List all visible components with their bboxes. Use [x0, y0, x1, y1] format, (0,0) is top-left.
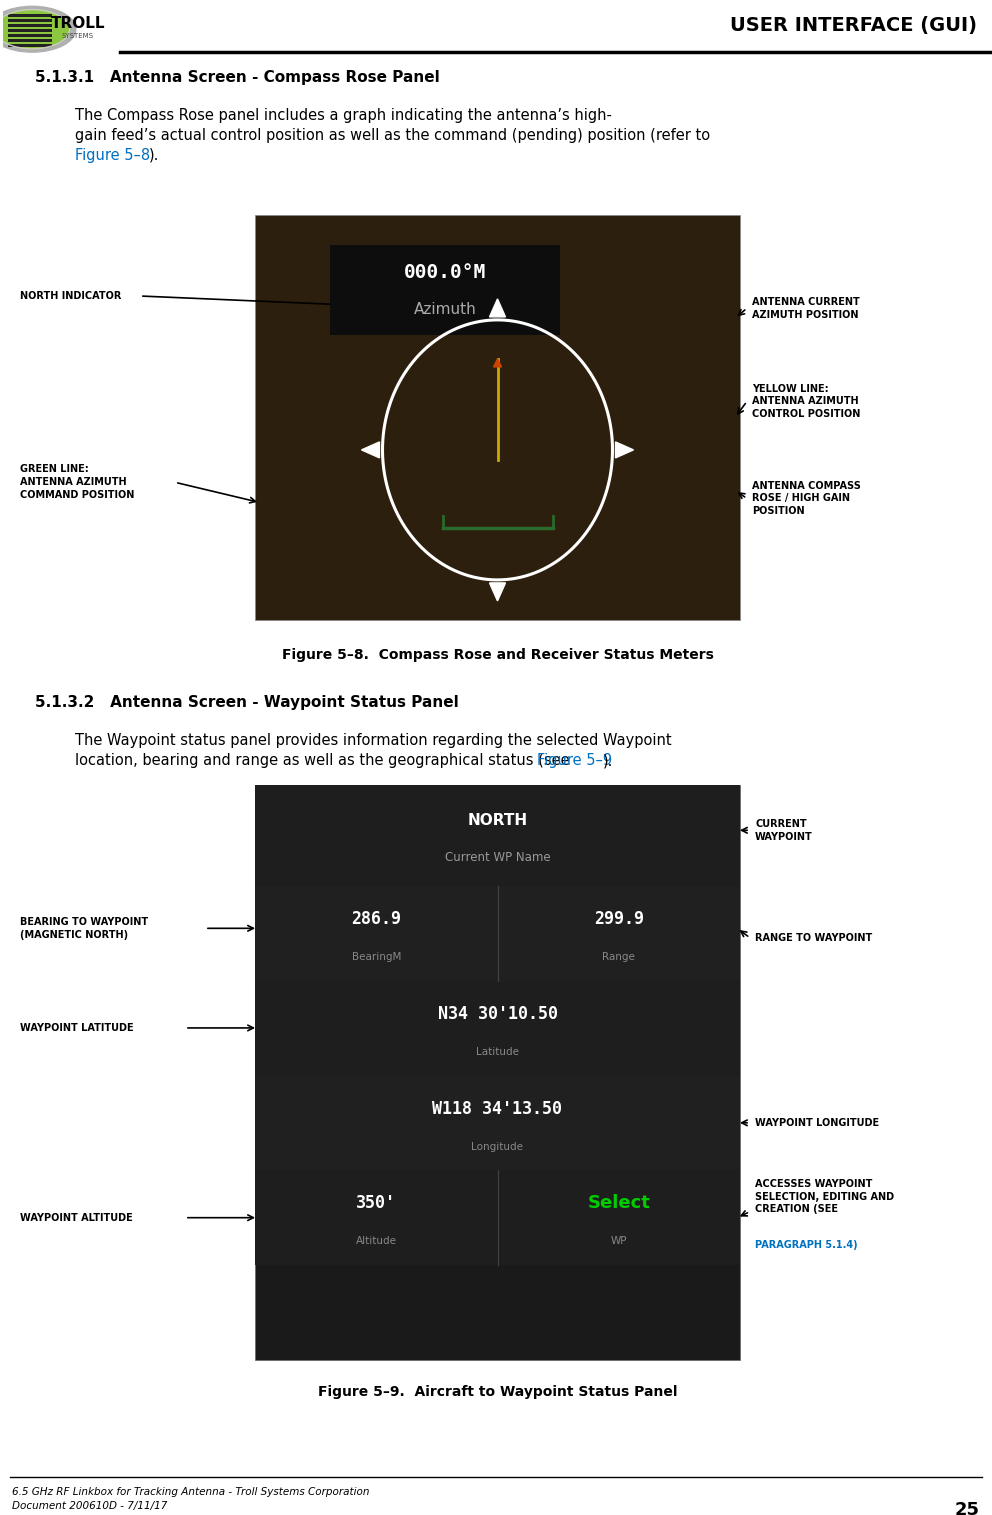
Bar [255, 785, 740, 886]
Bar [8, 44, 52, 47]
Text: gain feed’s actual control position as well as the command (pending) position (r: gain feed’s actual control position as w… [75, 127, 710, 142]
Polygon shape [361, 442, 380, 458]
Text: ANTENNA COMPASS
ROSE / HIGH GAIN
POSITION: ANTENNA COMPASS ROSE / HIGH GAIN POSITIO… [752, 480, 861, 517]
Text: Figure 5–8: Figure 5–8 [75, 148, 150, 164]
Bar [8, 15, 52, 17]
Text: 25: 25 [955, 1501, 980, 1515]
Text: PARAGRAPH 5.1.4): PARAGRAPH 5.1.4) [755, 1239, 858, 1250]
Bar [8, 29, 52, 32]
Text: YELLOW LINE:
ANTENNA AZIMUTH
CONTROL POSITION: YELLOW LINE: ANTENNA AZIMUTH CONTROL POS… [752, 383, 860, 420]
Text: BearingM: BearingM [351, 951, 401, 962]
Text: WAYPOINT ALTITUDE: WAYPOINT ALTITUDE [20, 1212, 133, 1223]
Polygon shape [493, 359, 502, 367]
Bar [8, 39, 52, 42]
Text: ).: ). [603, 753, 613, 768]
Text: Select: Select [587, 1194, 650, 1212]
Text: 350': 350' [356, 1194, 396, 1212]
Bar [255, 785, 740, 1360]
Text: The Waypoint status panel provides information regarding the selected Waypoint: The Waypoint status panel provides infor… [75, 733, 672, 748]
Text: 000.0°M: 000.0°M [404, 262, 486, 282]
Text: TROLL: TROLL [51, 17, 105, 32]
Text: BEARING TO WAYPOINT
(MAGNETIC NORTH): BEARING TO WAYPOINT (MAGNETIC NORTH) [20, 917, 148, 939]
Text: Figure 5–8.  Compass Rose and Receiver Status Meters: Figure 5–8. Compass Rose and Receiver St… [282, 648, 713, 662]
Text: 299.9: 299.9 [594, 911, 644, 927]
Text: SYSTEMS: SYSTEMS [62, 33, 94, 39]
Text: WP: WP [610, 1236, 627, 1247]
Text: ACCESSES WAYPOINT
SELECTION, EDITING AND
CREATION (SEE: ACCESSES WAYPOINT SELECTION, EDITING AND… [755, 1179, 894, 1215]
Text: 5.1.3.2   Antenna Screen - Waypoint Status Panel: 5.1.3.2 Antenna Screen - Waypoint Status… [35, 695, 458, 711]
Text: Latitude: Latitude [476, 1047, 519, 1056]
Bar [255, 215, 740, 620]
Text: W118 34'13.50: W118 34'13.50 [433, 1100, 562, 1118]
Text: Figure 5–9: Figure 5–9 [537, 753, 612, 768]
Bar [8, 24, 52, 27]
Text: Azimuth: Azimuth [414, 303, 476, 317]
Text: Range: Range [602, 951, 635, 962]
Text: Altitude: Altitude [356, 1236, 397, 1247]
Text: NORTH: NORTH [467, 812, 528, 827]
Text: GREEN LINE:
ANTENNA AZIMUTH
COMMAND POSITION: GREEN LINE: ANTENNA AZIMUTH COMMAND POSI… [20, 465, 134, 500]
Text: WAYPOINT LATITUDE: WAYPOINT LATITUDE [20, 1023, 134, 1033]
Circle shape [0, 9, 69, 48]
Bar [0, 0, 992, 52]
Text: location, bearing and range as well as the geographical status (see: location, bearing and range as well as t… [75, 753, 574, 768]
Bar [8, 35, 52, 36]
Polygon shape [615, 442, 634, 458]
Bar [255, 980, 740, 1076]
Text: WAYPOINT LONGITUDE: WAYPOINT LONGITUDE [755, 1118, 879, 1127]
Bar [255, 1170, 740, 1265]
Polygon shape [489, 583, 506, 601]
Text: ANTENNA CURRENT
AZIMUTH POSITION: ANTENNA CURRENT AZIMUTH POSITION [752, 297, 860, 320]
Text: N34 30'10.50: N34 30'10.50 [437, 1004, 558, 1023]
Bar [255, 886, 740, 980]
Text: 6.5 GHz RF Linkbox for Tracking Antenna - Troll Systems Corporation: 6.5 GHz RF Linkbox for Tracking Antenna … [12, 1488, 369, 1497]
Bar [8, 20, 52, 23]
Bar [330, 245, 560, 335]
Text: 5.1.3.1   Antenna Screen - Compass Rose Panel: 5.1.3.1 Antenna Screen - Compass Rose Pa… [35, 70, 439, 85]
Text: Document 200610D - 7/11/17: Document 200610D - 7/11/17 [12, 1501, 168, 1510]
Text: USER INTERFACE (GUI): USER INTERFACE (GUI) [730, 17, 977, 35]
Polygon shape [489, 298, 506, 317]
Text: Current WP Name: Current WP Name [444, 851, 551, 864]
Text: NORTH INDICATOR: NORTH INDICATOR [20, 291, 121, 301]
Text: The Compass Rose panel includes a graph indicating the antenna’s high-: The Compass Rose panel includes a graph … [75, 108, 612, 123]
Text: CURRENT
WAYPOINT: CURRENT WAYPOINT [755, 820, 812, 842]
Bar [255, 1076, 740, 1170]
Text: 286.9: 286.9 [351, 911, 401, 927]
Text: Longitude: Longitude [471, 1141, 524, 1151]
Text: Figure 5–9.  Aircraft to Waypoint Status Panel: Figure 5–9. Aircraft to Waypoint Status … [317, 1385, 678, 1398]
Text: RANGE TO WAYPOINT: RANGE TO WAYPOINT [755, 933, 872, 942]
Circle shape [0, 6, 75, 52]
Text: ).: ). [149, 148, 160, 164]
